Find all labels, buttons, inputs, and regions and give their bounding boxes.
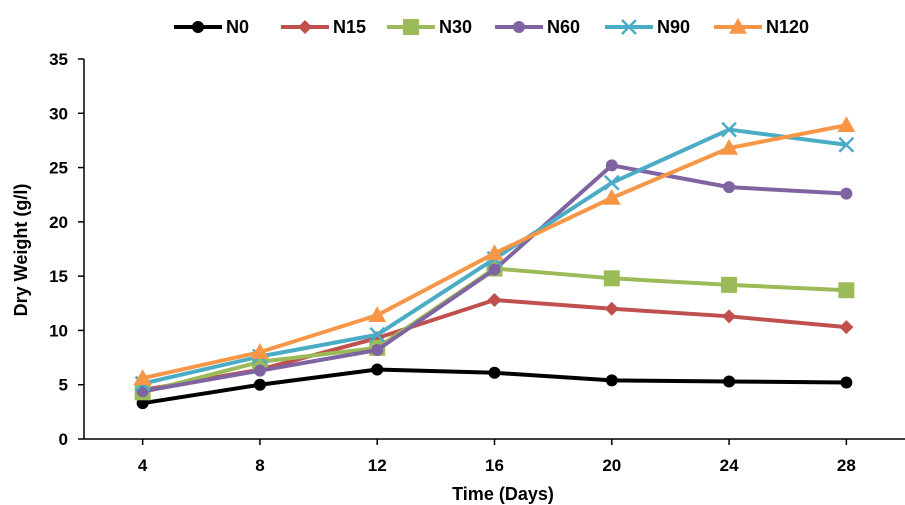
x-tick-label: 12 <box>368 456 387 475</box>
data-point <box>721 276 738 293</box>
y-tick-label: 10 <box>49 321 68 340</box>
data-point <box>722 309 737 324</box>
x-axis-title: Time (Days) <box>452 484 554 504</box>
y-tick-label: 25 <box>49 159 68 178</box>
y-tick-label: 20 <box>49 213 68 232</box>
x-tick-label: 16 <box>485 456 504 475</box>
data-point <box>721 121 737 138</box>
legend-item-n90: N90 <box>605 17 690 37</box>
data-point <box>192 21 204 33</box>
data-point <box>485 244 504 261</box>
legend-item-n0: N0 <box>174 17 249 37</box>
y-ticks: 0 5 10 15 20 25 30 35 <box>49 50 84 449</box>
y-tick-label: 30 <box>49 104 68 123</box>
data-point <box>720 139 739 155</box>
legend-item-n60: N60 <box>495 17 580 37</box>
x-tick-label: 20 <box>602 456 621 475</box>
x-tick-label: 8 <box>255 456 264 475</box>
data-point <box>837 116 856 132</box>
series-n60 <box>136 159 853 398</box>
data-point <box>253 378 266 391</box>
data-point <box>403 19 419 35</box>
data-point <box>368 306 387 322</box>
axes: 0 5 10 15 20 25 30 35 4 8 12 16 20 24 28 <box>49 50 905 475</box>
data-point <box>602 188 621 205</box>
data-point <box>513 21 525 33</box>
legend-label: N120 <box>766 17 809 37</box>
data-point <box>621 19 637 35</box>
data-point <box>605 159 618 172</box>
data-point <box>605 374 618 387</box>
x-tick-label: 4 <box>138 456 148 475</box>
x-tick-label: 24 <box>720 456 739 475</box>
y-axis-title: Dry Weight (g/l) <box>11 184 31 317</box>
data-point <box>488 366 501 379</box>
data-point <box>371 363 384 376</box>
data-point <box>838 282 855 299</box>
data-point <box>604 301 619 316</box>
legend-label: N90 <box>657 17 690 37</box>
data-point <box>840 376 853 389</box>
legend-item-n120: N120 <box>714 17 809 37</box>
data-point <box>723 181 736 194</box>
data-point <box>250 343 269 359</box>
y-tick-label: 35 <box>49 50 68 69</box>
data-point <box>253 364 266 377</box>
data-point <box>488 263 501 276</box>
data-point <box>838 136 855 153</box>
series-n120 <box>133 116 856 385</box>
legend-label: N15 <box>333 17 366 37</box>
y-tick-label: 15 <box>49 267 68 286</box>
data-point <box>839 320 854 335</box>
data-point <box>603 270 620 287</box>
data-point <box>298 20 312 34</box>
data-point <box>487 293 502 308</box>
data-point <box>723 375 736 388</box>
data-point <box>369 326 386 343</box>
legend-label: N0 <box>226 17 249 37</box>
data-point <box>133 369 152 385</box>
legend-label: N30 <box>439 17 472 37</box>
legend-item-n30: N30 <box>387 17 472 37</box>
legend-item-n15: N15 <box>281 17 366 37</box>
data-point <box>371 343 384 356</box>
legend-label: N60 <box>547 17 580 37</box>
data-point <box>603 174 620 191</box>
plot-area <box>133 116 856 410</box>
x-ticks: 4 8 12 16 20 24 28 <box>138 439 856 475</box>
series-n30 <box>134 260 855 401</box>
data-point <box>840 187 853 200</box>
y-tick-label: 0 <box>59 430 68 449</box>
data-point <box>729 18 747 34</box>
legend: N0 N15 N30 N60 N90 N120 <box>174 17 809 37</box>
x-tick-label: 28 <box>837 456 856 475</box>
y-tick-label: 5 <box>59 376 68 395</box>
